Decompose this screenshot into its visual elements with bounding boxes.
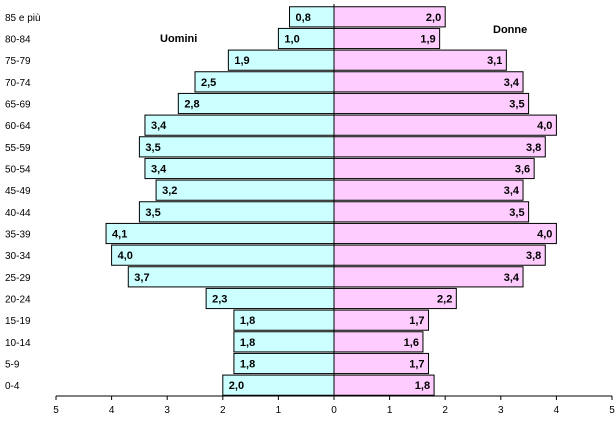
age-label-4: 20-24: [5, 295, 31, 306]
value-label-donne-3: 1,7: [409, 315, 424, 327]
age-label-0: 0-4: [5, 381, 20, 392]
x-ticks-layer: 5 4 3 2 1 0 1 2 3 4 5: [53, 396, 615, 416]
age-label-2: 10-14: [5, 338, 31, 349]
age-label-7: 35-39: [5, 230, 31, 241]
x-tick-label-6: 1: [387, 405, 393, 416]
bar-uomini-12: [144, 114, 335, 136]
age-label-6: 30-34: [5, 251, 31, 262]
value-label-donne-9: 3,4: [504, 185, 520, 197]
age-label-16: 80-84: [5, 35, 31, 46]
x-tick-label-3: 2: [220, 405, 226, 416]
value-label-donne-11: 3,8: [526, 142, 541, 154]
age-label-12: 60-64: [5, 121, 31, 132]
bar-donne-15: [333, 49, 507, 71]
value-label-donne-5: 3,4: [504, 272, 520, 284]
bar-uomini-11: [138, 136, 335, 158]
x-tick-label-10: 5: [609, 405, 615, 416]
value-label-donne-16: 1,9: [420, 34, 435, 46]
value-label-donne-8: 3,5: [509, 207, 524, 219]
age-label-15: 75-79: [5, 56, 31, 67]
value-label-uomini-15: 1,9: [234, 55, 249, 67]
value-label-uomini-2: 1,8: [240, 337, 255, 349]
value-label-donne-10: 3,6: [515, 164, 530, 176]
age-label-5: 25-29: [5, 273, 31, 284]
age-label-8: 40-44: [5, 208, 31, 219]
value-label-donne-12: 4,0: [537, 120, 552, 132]
x-tick-label-2: 3: [164, 405, 170, 416]
age-label-13: 65-69: [5, 100, 31, 111]
bar-uomini-6: [111, 244, 335, 266]
value-label-uomini-10: 3,4: [151, 164, 167, 176]
age-label-9: 45-49: [5, 186, 31, 197]
bar-donne-13: [333, 92, 530, 115]
bar-donne-8: [333, 201, 530, 223]
x-tick-label-8: 3: [498, 405, 504, 416]
value-label-uomini-4: 2,3: [212, 294, 227, 306]
x-tick-label-4: 1: [276, 405, 282, 416]
age-label-17: 85 e più: [5, 13, 41, 24]
x-tick-label-0: 5: [53, 405, 59, 416]
value-label-donne-2: 1,6: [404, 337, 419, 349]
bar-uomini-9: [155, 179, 335, 201]
value-label-uomini-13: 2,8: [184, 99, 199, 111]
bar-uomini-8: [138, 201, 335, 223]
bar-donne-9: [333, 179, 524, 201]
age-label-3: 15-19: [5, 316, 31, 327]
value-label-donne-7: 4,0: [537, 229, 552, 241]
bar-donne-7: [333, 222, 557, 245]
bar-donne-10: [333, 157, 535, 180]
value-label-donne-0: 1,8: [415, 380, 430, 392]
value-label-uomini-9: 3,2: [162, 185, 177, 197]
x-tick-label-9: 4: [554, 405, 560, 416]
bar-uomini-13: [177, 92, 335, 115]
series-label-donne: Donne: [493, 24, 527, 36]
age-label-10: 50-54: [5, 165, 31, 176]
x-tick-label-5: 0: [331, 405, 337, 416]
value-label-donne-4: 2,2: [437, 294, 452, 306]
age-labels-layer: 0-4 5-9 10-14 15-19 20-24 25-29 30-34 35-39 40-4…: [5, 13, 41, 392]
value-label-uomini-5: 3,7: [134, 272, 149, 284]
value-label-uomini-17: 0,8: [296, 12, 311, 24]
value-label-uomini-8: 3,5: [145, 207, 160, 219]
bar-donne-12: [333, 114, 557, 136]
bar-uomini-10: [144, 157, 335, 180]
value-label-uomini-7: 4,1: [112, 229, 127, 241]
bar-donne-11: [333, 136, 546, 158]
value-label-uomini-11: 3,5: [145, 142, 160, 154]
value-label-uomini-3: 1,8: [240, 315, 255, 327]
value-label-donne-15: 3,1: [487, 55, 502, 67]
value-label-donne-13: 3,5: [509, 99, 524, 111]
age-label-11: 55-59: [5, 143, 31, 154]
value-label-donne-6: 3,8: [526, 250, 541, 262]
value-label-uomini-12: 3,4: [151, 120, 167, 132]
bar-uomini-7: [105, 222, 335, 245]
value-label-uomini-16: 1,0: [284, 34, 299, 46]
bar-donne-6: [333, 244, 546, 266]
value-label-uomini-1: 1,8: [240, 359, 255, 371]
bar-donne-5: [333, 266, 524, 288]
value-label-donne-1: 1,7: [409, 359, 424, 371]
series-label-uomini: Uomini: [160, 33, 197, 45]
value-label-donne-14: 3,4: [504, 77, 520, 89]
bar-uomini-5: [127, 266, 335, 288]
x-tick-label-1: 4: [109, 405, 115, 416]
value-label-uomini-14: 2,5: [201, 77, 216, 89]
data-labels-layer: 2,0 1,8 1,8 1,7 1,8 1,6 1,8 1,7 2,3 2,2 3,7 3,4 4,0 3…: [112, 12, 552, 392]
value-label-uomini-6: 4,0: [118, 250, 133, 262]
value-label-donne-17: 2,0: [426, 12, 441, 24]
bar-donne-14: [333, 71, 524, 93]
age-label-14: 70-74: [5, 78, 31, 89]
age-label-1: 5-9: [5, 360, 20, 371]
x-tick-label-7: 2: [442, 405, 448, 416]
value-label-uomini-0: 2,0: [229, 380, 244, 392]
